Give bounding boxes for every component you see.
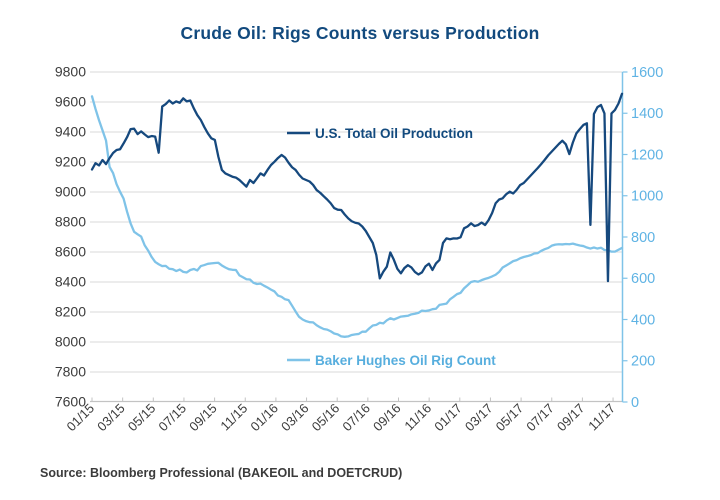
- left-axis-label: 9800: [55, 64, 86, 80]
- rig-count-legend-label: Baker Hughes Oil Rig Count: [315, 353, 496, 368]
- x-axis-label: 03/17: [462, 401, 496, 435]
- rig-count-legend: Baker Hughes Oil Rig Count: [287, 353, 496, 368]
- left-axis-label: 8400: [55, 274, 86, 290]
- grid-layer: [90, 71, 622, 373]
- left-axis-label: 9000: [55, 184, 86, 200]
- x-axis-label: 11/15: [217, 401, 250, 434]
- x-axis-label: 01/17: [431, 401, 465, 435]
- x-axis-label: 01/16: [247, 401, 281, 435]
- x-axis-label: 11/16: [401, 401, 434, 434]
- production-legend-label: U.S. Total Oil Production: [315, 126, 473, 141]
- x-axis-label: 09/17: [554, 401, 588, 435]
- production-line: [90, 92, 624, 283]
- right-axis-label: 1200: [631, 147, 663, 163]
- x-axis-label: 07/15: [155, 401, 189, 435]
- right-axis-label: 0: [631, 395, 639, 411]
- x-axis-label: 09/15: [186, 401, 220, 435]
- x-axis-label: 03/15: [94, 401, 128, 435]
- production-legend: U.S. Total Oil Production: [287, 126, 473, 141]
- x-axis-label: 07/16: [339, 401, 373, 435]
- right-axis-label: 1000: [631, 189, 663, 205]
- left-axis-label: 8600: [55, 244, 86, 260]
- x-axis-label: 05/16: [309, 401, 343, 435]
- right-axis-label: 1600: [631, 65, 663, 81]
- left-axis-label: 8000: [55, 334, 86, 350]
- left-axis-label: 8800: [55, 214, 86, 230]
- right-axis-label: 800: [631, 230, 655, 246]
- rig-count-line: [90, 95, 624, 338]
- series-layer: [90, 92, 624, 338]
- right-axis-label: 1400: [631, 106, 663, 122]
- x-axis-label: 09/16: [370, 401, 404, 435]
- left-axis-label: 9600: [55, 94, 86, 110]
- left-axis-label: 9400: [55, 124, 86, 140]
- x-axis-label: 11/17: [585, 401, 618, 434]
- left-axis-label: 7600: [55, 394, 86, 410]
- left-axis-label: 8200: [55, 304, 86, 320]
- x-axis-label: 05/17: [493, 401, 527, 435]
- right-axis-label: 400: [631, 312, 655, 328]
- left-axis-label: 9200: [55, 154, 86, 170]
- x-axis-label: 03/16: [278, 401, 312, 435]
- x-axis-label: 07/17: [523, 401, 557, 435]
- left-axis-label: 7800: [55, 364, 86, 380]
- x-axis-label: 05/15: [125, 401, 159, 435]
- chart-title: Crude Oil: Rigs Counts versus Production: [180, 23, 540, 43]
- source-note: Source: Bloomberg Professional (BAKEOIL …: [40, 466, 403, 480]
- right-axis-label: 600: [631, 271, 655, 287]
- right-axis-label: 200: [631, 354, 655, 370]
